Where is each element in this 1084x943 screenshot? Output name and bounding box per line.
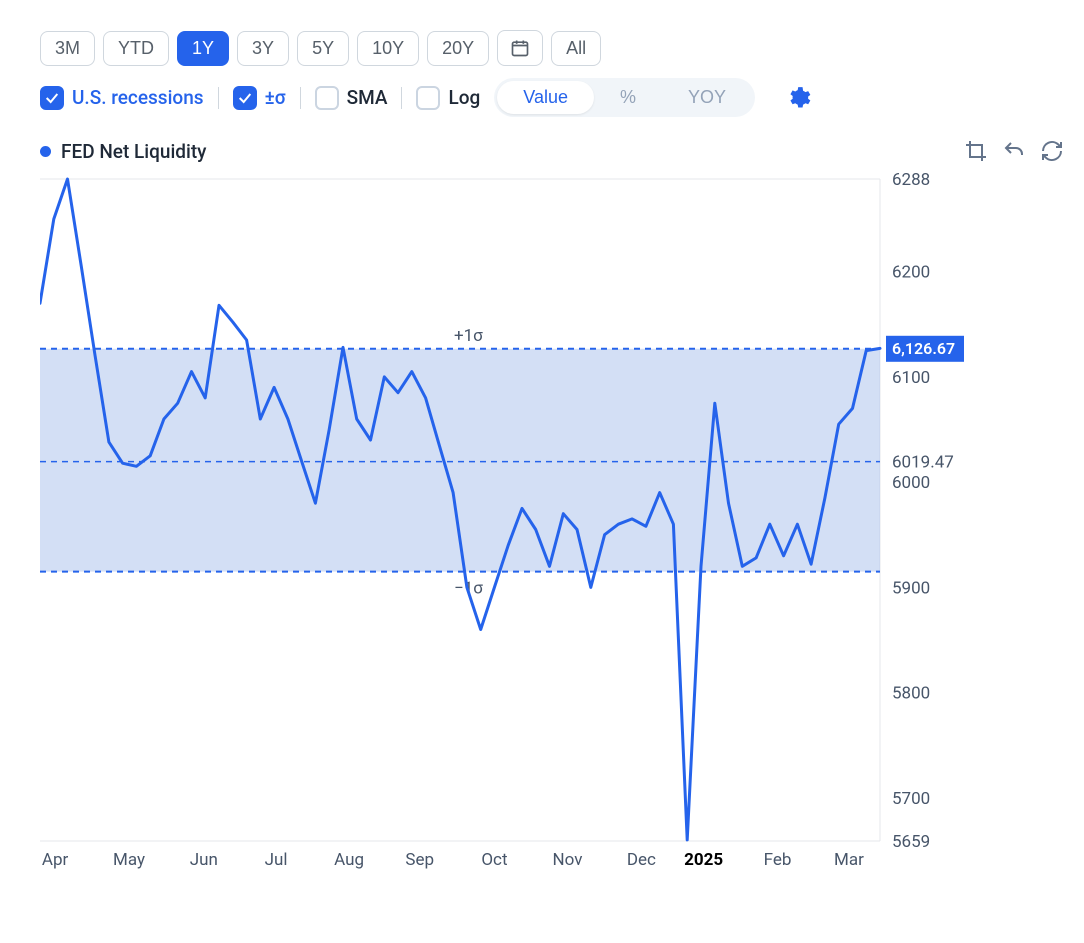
range-10y[interactable]: 10Y: [357, 31, 419, 66]
undo-icon[interactable]: [1002, 139, 1026, 163]
settings-button[interactable]: [785, 85, 811, 111]
chart-area[interactable]: 6288 6200 6100 6019.476000 5900 5800 5700 5659 A…: [40, 171, 1064, 875]
divider: [218, 87, 219, 109]
svg-text:May: May: [113, 850, 145, 870]
log-checkbox[interactable]: [416, 86, 440, 110]
recessions-checkbox[interactable]: [40, 86, 64, 110]
calendar-icon: [510, 38, 530, 58]
svg-text:6,126.67: 6,126.67: [892, 339, 955, 358]
svg-text:Aug: Aug: [334, 850, 364, 870]
svg-text:+1σ: +1σ: [454, 326, 483, 346]
range-3y[interactable]: 3Y: [237, 31, 289, 66]
svg-text:Feb: Feb: [764, 850, 792, 870]
svg-text:6200: 6200: [892, 263, 930, 283]
range-3m[interactable]: 3M: [40, 31, 95, 66]
seg-yoy[interactable]: YOY: [662, 81, 752, 114]
range-20y[interactable]: 20Y: [427, 31, 489, 66]
svg-text:6019.47: 6019.47: [892, 453, 954, 473]
svg-text:5659: 5659: [892, 832, 930, 852]
legend-dot: [40, 146, 51, 157]
sigma-toggle[interactable]: ±σ: [233, 86, 286, 110]
divider: [401, 87, 402, 109]
svg-text:5700: 5700: [892, 789, 930, 809]
svg-text:Apr: Apr: [42, 850, 69, 870]
range-5y[interactable]: 5Y: [297, 31, 349, 66]
crop-icon[interactable]: [964, 139, 988, 163]
svg-text:Dec: Dec: [627, 850, 656, 870]
legend-label: FED Net Liquidity: [61, 140, 206, 163]
gear-icon: [785, 85, 811, 111]
log-toggle[interactable]: Log: [416, 86, 480, 110]
legend-row: FED Net Liquidity: [40, 139, 1064, 163]
seg-percent[interactable]: %: [594, 81, 662, 114]
svg-text:5800: 5800: [892, 684, 930, 704]
options-row: U.S. recessions ±σ SMA Log Value % YOY: [40, 78, 1064, 117]
seg-value[interactable]: Value: [497, 81, 594, 114]
range-all[interactable]: All: [551, 31, 601, 66]
range-ytd[interactable]: YTD: [103, 31, 169, 66]
chart-svg: 6288 6200 6100 6019.476000 5900 5800 5700 5659 A…: [40, 171, 1050, 871]
svg-text:5900: 5900: [892, 578, 930, 598]
calendar-button[interactable]: [497, 30, 543, 66]
svg-text:Oct: Oct: [481, 850, 507, 870]
range-toolbar: 3M YTD 1Y 3Y 5Y 10Y 20Y All: [40, 30, 1064, 66]
svg-text:Mar: Mar: [834, 850, 864, 870]
sigma-checkbox[interactable]: [233, 86, 257, 110]
legend-series[interactable]: FED Net Liquidity: [40, 140, 206, 163]
svg-text:Nov: Nov: [553, 850, 583, 870]
svg-text:Jun: Jun: [190, 850, 218, 870]
svg-text:Jul: Jul: [265, 850, 288, 870]
svg-text:2025: 2025: [684, 850, 723, 870]
divider: [300, 87, 301, 109]
display-segment: Value % YOY: [494, 78, 755, 117]
sma-label: SMA: [347, 86, 388, 109]
svg-text:6000: 6000: [892, 473, 930, 493]
sma-toggle[interactable]: SMA: [315, 86, 388, 110]
sigma-label: ±σ: [265, 86, 286, 109]
range-1y[interactable]: 1Y: [177, 31, 229, 66]
log-label: Log: [448, 86, 480, 109]
svg-text:Sep: Sep: [405, 850, 434, 870]
svg-text:6100: 6100: [892, 368, 930, 388]
recessions-label: U.S. recessions: [72, 86, 204, 109]
svg-text:6288: 6288: [892, 171, 930, 190]
sma-checkbox[interactable]: [315, 86, 339, 110]
refresh-icon[interactable]: [1040, 139, 1064, 163]
recessions-toggle[interactable]: U.S. recessions: [40, 86, 204, 110]
